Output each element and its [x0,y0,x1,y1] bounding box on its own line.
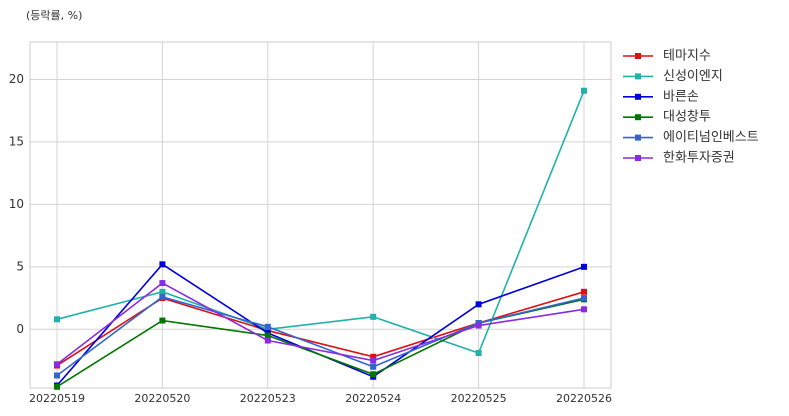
y-tick-label: 20 [9,72,24,86]
marker [581,288,587,295]
x-tick-label: 20220526 [556,392,612,405]
marker [54,361,60,368]
marker [581,87,587,94]
x-tick-label: 20220525 [451,392,507,405]
legend-label: 테마지수 [663,49,711,64]
marker [581,263,587,270]
marker [159,317,166,324]
marker [581,306,587,313]
marker [159,288,166,295]
x-tick-label: 20220524 [345,392,401,405]
marker [159,293,166,300]
line [56,295,585,377]
plot-frame [29,41,612,389]
marker [370,313,377,320]
marker [264,337,271,344]
legend-marker [635,93,641,100]
marker [159,261,166,268]
marker [370,357,377,364]
marker [370,363,377,370]
marker [54,316,60,323]
y-tick-label: 0 [16,322,24,336]
legend-marker [635,134,641,141]
legend-label: 신성이엔지 [663,69,723,84]
y-tick-label: 15 [9,134,24,148]
marker [370,371,377,378]
legend-label: 바른손 [663,89,699,104]
marker [475,350,482,357]
x-tick-label: 20220519 [29,392,85,405]
marker [581,295,587,302]
y-tick-label: 5 [16,259,24,273]
y-axis-label: (등락률, %) [26,9,82,22]
marker [54,383,60,390]
marker [475,301,482,308]
marker [264,332,271,339]
y-tick-label: 10 [9,197,24,211]
marker [159,280,166,287]
legend-marker [635,114,641,121]
marker [475,322,482,329]
marker [264,323,271,330]
marker [54,372,60,379]
legend-label: 한화투자증권 [663,151,735,166]
x-tick-label: 20220523 [240,392,296,405]
legend-marker [635,53,641,59]
legend-marker [635,73,641,80]
legend-label: 에이티넘인베스트 [663,130,759,145]
marker [370,353,377,360]
x-tick-label: 20220520 [134,392,190,405]
legend-label: 대성창투 [663,110,711,125]
legend-marker [635,155,641,161]
line [56,282,585,365]
